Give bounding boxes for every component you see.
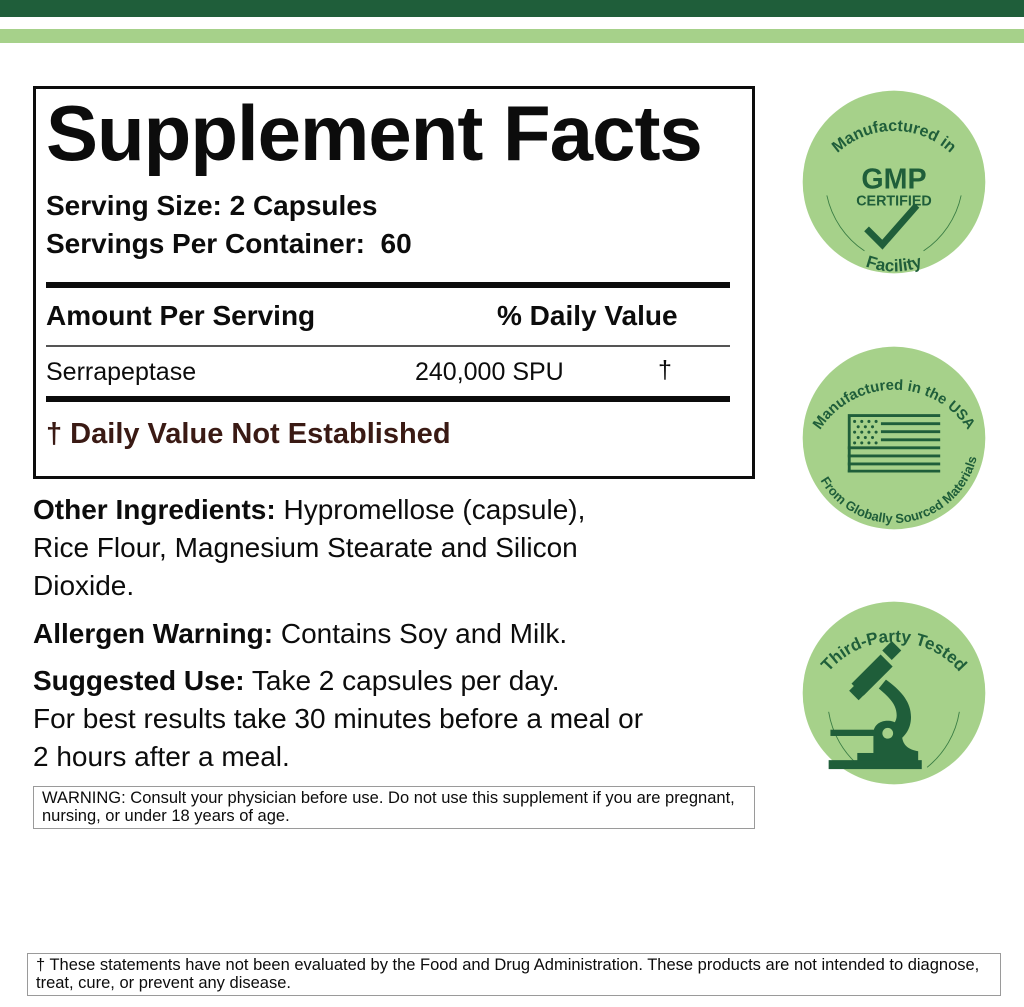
svg-text:CERTIFIED: CERTIFIED: [856, 193, 932, 209]
svg-text:GMP: GMP: [861, 163, 926, 195]
